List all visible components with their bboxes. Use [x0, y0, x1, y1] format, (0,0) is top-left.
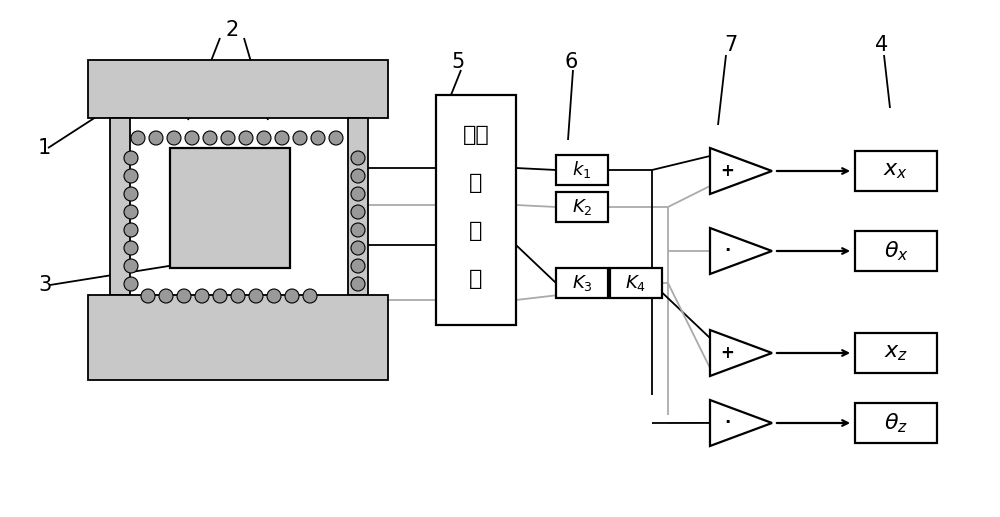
Text: k$_1$: k$_1$: [572, 160, 592, 180]
Text: 检: 检: [469, 173, 483, 193]
Bar: [855, 403, 937, 443]
Text: 3: 3: [38, 275, 51, 295]
Text: 4: 4: [875, 35, 888, 55]
Text: 1: 1: [38, 138, 51, 158]
Polygon shape: [710, 400, 772, 446]
Text: 器: 器: [469, 269, 483, 289]
Circle shape: [351, 223, 365, 237]
Circle shape: [351, 259, 365, 273]
Text: $\theta_x$: $\theta_x$: [884, 239, 908, 263]
Text: K$_2$: K$_2$: [572, 197, 592, 217]
Bar: [556, 155, 608, 185]
Polygon shape: [710, 330, 772, 376]
Circle shape: [249, 289, 263, 303]
Circle shape: [239, 131, 253, 145]
Circle shape: [124, 169, 138, 183]
Bar: [855, 231, 937, 271]
Bar: [88, 60, 388, 118]
Circle shape: [149, 131, 163, 145]
Text: +: +: [720, 162, 734, 180]
Circle shape: [195, 289, 209, 303]
Polygon shape: [710, 228, 772, 274]
Text: ·: ·: [724, 414, 731, 432]
Circle shape: [177, 289, 191, 303]
Text: $x_z$: $x_z$: [884, 343, 908, 363]
Bar: [556, 268, 608, 298]
Circle shape: [131, 131, 145, 145]
Circle shape: [231, 289, 245, 303]
Circle shape: [124, 223, 138, 237]
Circle shape: [124, 241, 138, 255]
Circle shape: [167, 131, 181, 145]
Circle shape: [221, 131, 235, 145]
Circle shape: [351, 205, 365, 219]
Text: $x_x$: $x_x$: [883, 161, 909, 181]
Text: 6: 6: [565, 52, 578, 72]
Circle shape: [141, 289, 155, 303]
Bar: [88, 295, 388, 380]
Bar: [855, 151, 937, 191]
Bar: [556, 192, 608, 222]
Circle shape: [351, 169, 365, 183]
Circle shape: [303, 289, 317, 303]
Bar: [348, 118, 368, 295]
Text: 5: 5: [451, 52, 464, 72]
Circle shape: [124, 259, 138, 273]
Circle shape: [275, 131, 289, 145]
Text: K$_3$: K$_3$: [572, 273, 592, 293]
Polygon shape: [710, 148, 772, 194]
Circle shape: [267, 289, 281, 303]
Circle shape: [285, 289, 299, 303]
Text: 测: 测: [469, 221, 483, 241]
Text: 电流: 电流: [463, 125, 489, 145]
Bar: [170, 148, 290, 268]
Circle shape: [124, 205, 138, 219]
Circle shape: [293, 131, 307, 145]
Circle shape: [124, 151, 138, 165]
Bar: [436, 95, 516, 325]
Text: $\theta_z$: $\theta_z$: [884, 411, 908, 435]
Circle shape: [159, 289, 173, 303]
Circle shape: [351, 241, 365, 255]
Text: 7: 7: [724, 35, 737, 55]
Circle shape: [124, 277, 138, 291]
Circle shape: [311, 131, 325, 145]
Circle shape: [124, 187, 138, 201]
Text: +: +: [720, 344, 734, 362]
Circle shape: [351, 277, 365, 291]
Bar: [855, 333, 937, 373]
Circle shape: [213, 289, 227, 303]
Circle shape: [203, 131, 217, 145]
Text: ·: ·: [724, 242, 731, 260]
Circle shape: [351, 151, 365, 165]
Bar: [610, 268, 662, 298]
Circle shape: [257, 131, 271, 145]
Bar: [110, 118, 130, 295]
Circle shape: [329, 131, 343, 145]
Text: K$_4$: K$_4$: [625, 273, 647, 293]
Circle shape: [351, 187, 365, 201]
Text: 2: 2: [225, 20, 239, 40]
Circle shape: [185, 131, 199, 145]
